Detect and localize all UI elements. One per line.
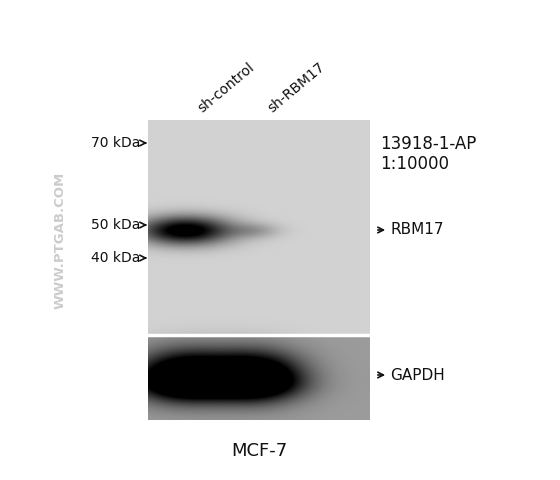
Text: 40 kDa: 40 kDa bbox=[91, 251, 140, 265]
Text: MCF-7: MCF-7 bbox=[231, 442, 287, 460]
Text: sh-control: sh-control bbox=[195, 60, 257, 115]
Text: 1:10000: 1:10000 bbox=[380, 155, 449, 173]
Text: sh-RBM17: sh-RBM17 bbox=[265, 60, 328, 115]
Text: RBM17: RBM17 bbox=[390, 223, 444, 238]
Text: GAPDH: GAPDH bbox=[390, 368, 445, 383]
Text: 70 kDa: 70 kDa bbox=[91, 136, 140, 150]
Bar bbox=[148, 120, 370, 420]
Text: WWW.PTGAB.COM: WWW.PTGAB.COM bbox=[54, 171, 67, 309]
Text: 50 kDa: 50 kDa bbox=[91, 218, 140, 232]
Text: 13918-1-AP: 13918-1-AP bbox=[380, 135, 477, 153]
